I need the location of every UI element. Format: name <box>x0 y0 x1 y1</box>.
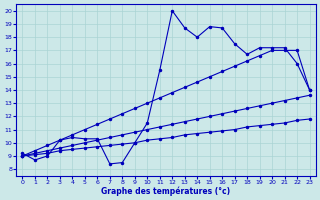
X-axis label: Graphe des températures (°c): Graphe des températures (°c) <box>101 186 231 196</box>
